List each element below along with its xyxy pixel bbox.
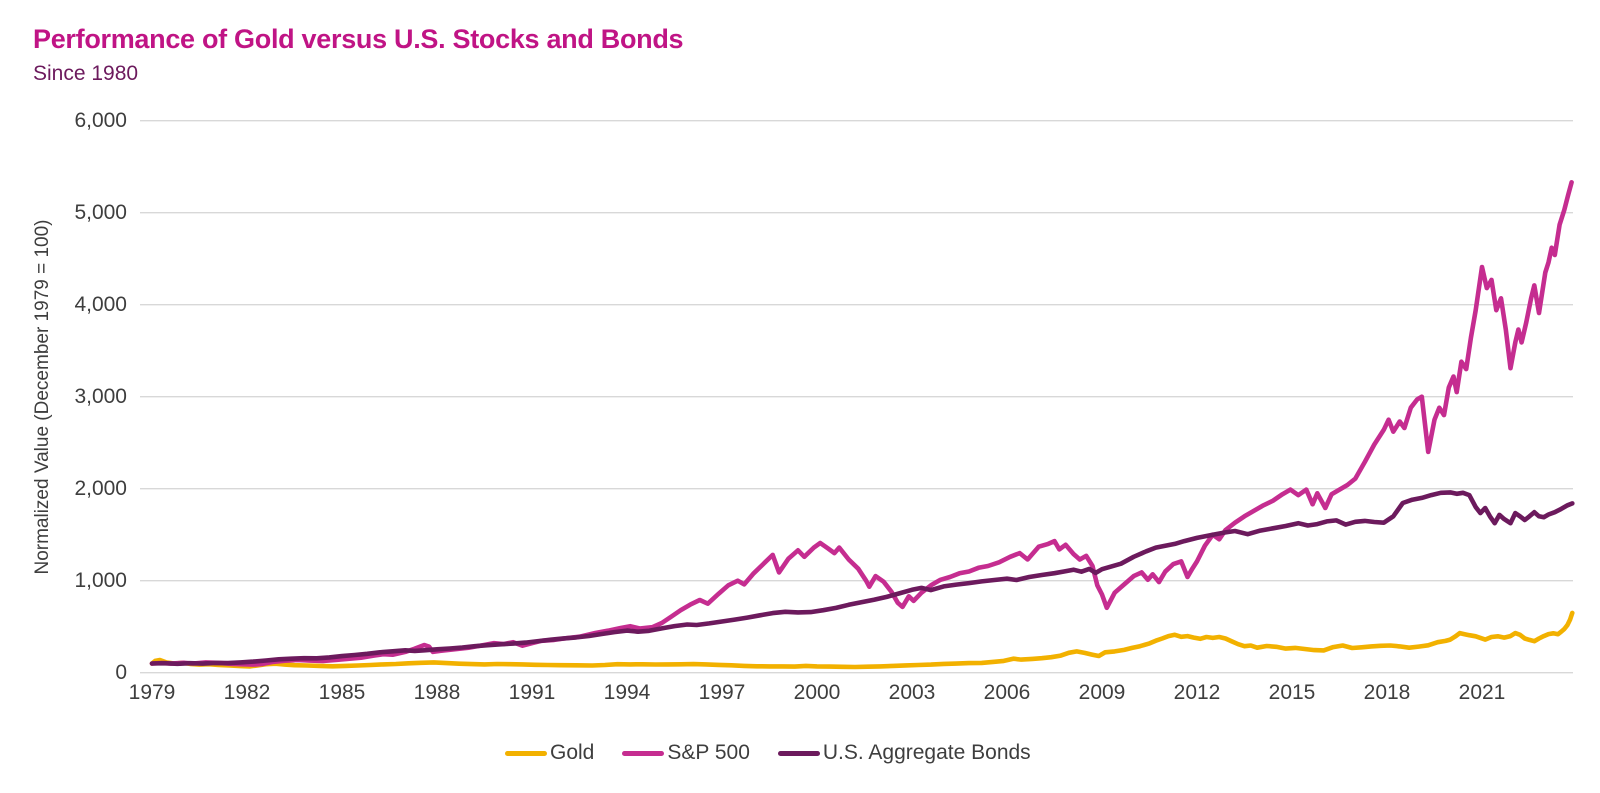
- legend-item-gold: Gold: [505, 741, 594, 765]
- x-tick-label: 2003: [888, 681, 936, 704]
- legend-label: S&P 500: [667, 741, 750, 764]
- x-tick-label: 1991: [508, 681, 556, 704]
- y-tick-label: 1,000: [74, 568, 127, 592]
- legend: Gold S&P 500 U.S. Aggregate Bonds: [505, 741, 1031, 765]
- y-tick-label: 3,000: [74, 384, 127, 408]
- chart-subtitle: Since 1980: [33, 62, 139, 85]
- x-tick-label: 2009: [1078, 681, 1126, 704]
- x-tick-label: 1982: [223, 681, 271, 704]
- x-tick-label: 2000: [793, 681, 841, 704]
- x-tick-label: 2015: [1268, 681, 1316, 704]
- x-tick-label: 1997: [698, 681, 746, 704]
- legend-label: U.S. Aggregate Bonds: [822, 741, 1031, 764]
- x-tick-label: 2018: [1363, 681, 1411, 704]
- u-s-aggregate-bonds-legend-swatch-icon: [777, 750, 820, 756]
- x-tick-label: 1988: [413, 681, 461, 704]
- y-tick-label: 4,000: [74, 292, 127, 316]
- y-tick-label: 2,000: [74, 476, 127, 500]
- gold-line: [149, 610, 1575, 670]
- y-tick-label: 0: [115, 660, 127, 684]
- u-s-aggregate-bonds-line: [149, 490, 1575, 667]
- s-p-500-legend-swatch-icon: [622, 750, 665, 756]
- x-tick-label: 2006: [983, 681, 1031, 704]
- x-tick-label: 1994: [603, 681, 651, 704]
- chart-title: Performance of Gold versus U.S. Stocks a…: [33, 24, 684, 54]
- legend-label: Gold: [550, 741, 595, 764]
- gold-legend-swatch-icon: [505, 750, 547, 756]
- x-tick-label: 1985: [318, 681, 366, 704]
- legend-item-u-s-aggregate-bonds: U.S. Aggregate Bonds: [777, 741, 1031, 765]
- x-tick-label: 2021: [1458, 681, 1506, 704]
- legend-item-s-p-500: S&P 500: [622, 741, 750, 765]
- y-tick-label: 6,000: [74, 108, 127, 132]
- x-tick-label: 1979: [128, 681, 176, 704]
- s-p-500-line: [149, 180, 1574, 667]
- x-tick-label: 2012: [1173, 681, 1221, 704]
- y-tick-label: 5,000: [74, 200, 127, 224]
